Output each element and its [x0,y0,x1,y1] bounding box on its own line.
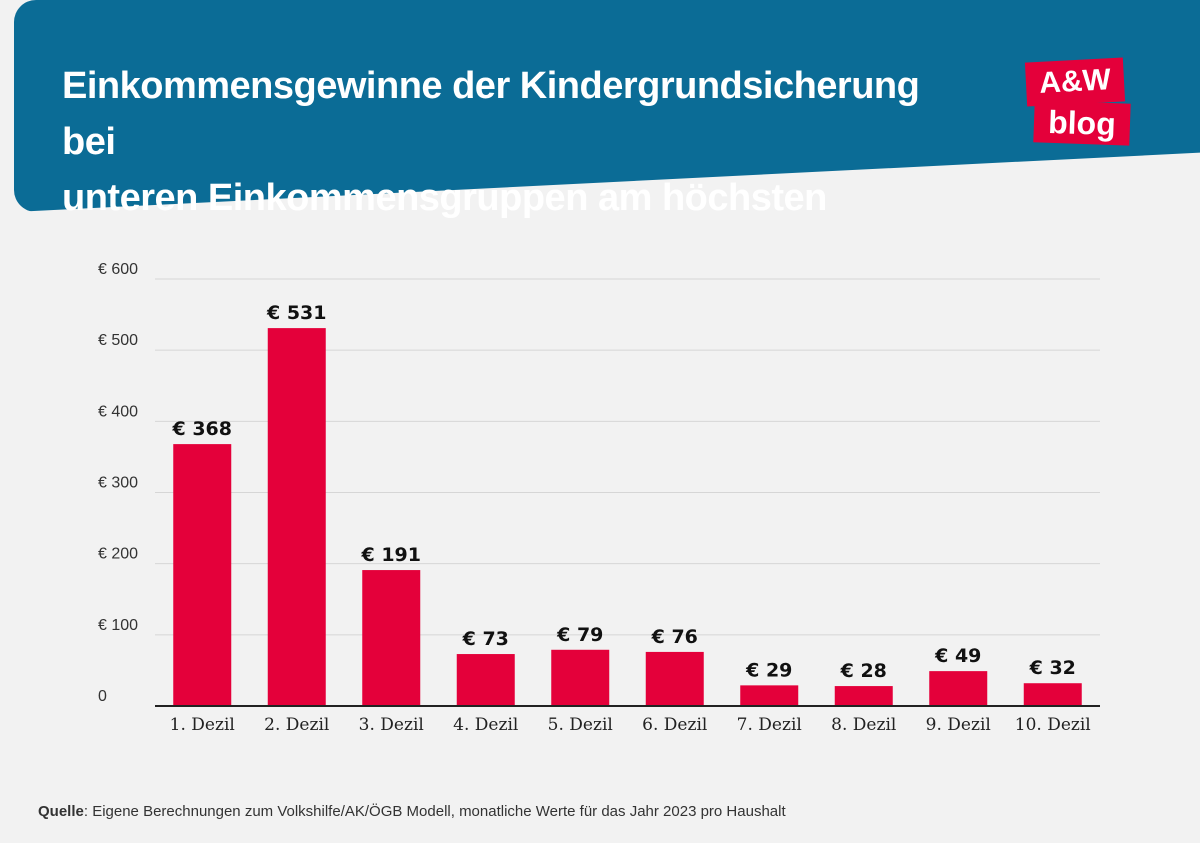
x-tick-label: 10. Dezil [1015,715,1091,735]
bar [740,685,799,706]
x-tick-label: 3. Dezil [359,715,424,735]
data-label: € 73 [462,628,509,650]
data-label: € 76 [651,626,698,648]
x-tick-label: 2. Dezil [264,715,329,735]
bar [1023,683,1082,706]
data-label: € 368 [172,418,233,440]
data-label: € 191 [361,544,422,566]
source-note: Quelle: Eigene Berechnungen zum Volkshil… [38,803,786,820]
x-tick-label: 8. Dezil [831,715,896,735]
x-tick-label: 5. Dezil [548,715,613,735]
title-line-1: Einkommensgewinne der Kindergrundsicheru… [62,65,920,163]
y-tick-label: € 100 [98,617,138,634]
x-tick-label: 6. Dezil [642,715,707,735]
bar [173,444,232,706]
y-tick-label: 0 [98,688,107,705]
data-label: € 29 [745,659,792,681]
bar [456,654,515,706]
bar [362,570,421,706]
bar [645,651,704,706]
x-tick-label: 9. Dezil [926,715,991,735]
data-label: € 32 [1029,657,1076,679]
y-tick-label: € 400 [98,403,138,420]
x-tick-label: 7. Dezil [737,715,802,735]
title-line-2: unteren Einkommensgruppen am höchsten [62,177,827,219]
x-tick-label: 4. Dezil [453,715,518,735]
bar [834,686,893,706]
y-tick-label: € 300 [98,475,138,492]
x-tick-label: 1. Dezil [170,715,235,735]
source-label: Quelle [38,803,84,820]
data-label: € 49 [934,645,981,667]
data-label: € 28 [840,660,887,682]
source-text: : Eigene Berechnungen zum Volkshilfe/AK/… [83,803,786,820]
data-label: € 531 [266,302,327,324]
y-tick-label: € 600 [98,261,138,278]
bar [267,328,326,706]
bar [551,649,610,706]
y-tick-label: € 200 [98,546,138,563]
chart-title: Einkommensgewinne der Kindergrundsicheru… [62,58,962,226]
data-label: € 79 [556,624,603,646]
bar [929,671,988,706]
y-tick-label: € 500 [98,332,138,349]
